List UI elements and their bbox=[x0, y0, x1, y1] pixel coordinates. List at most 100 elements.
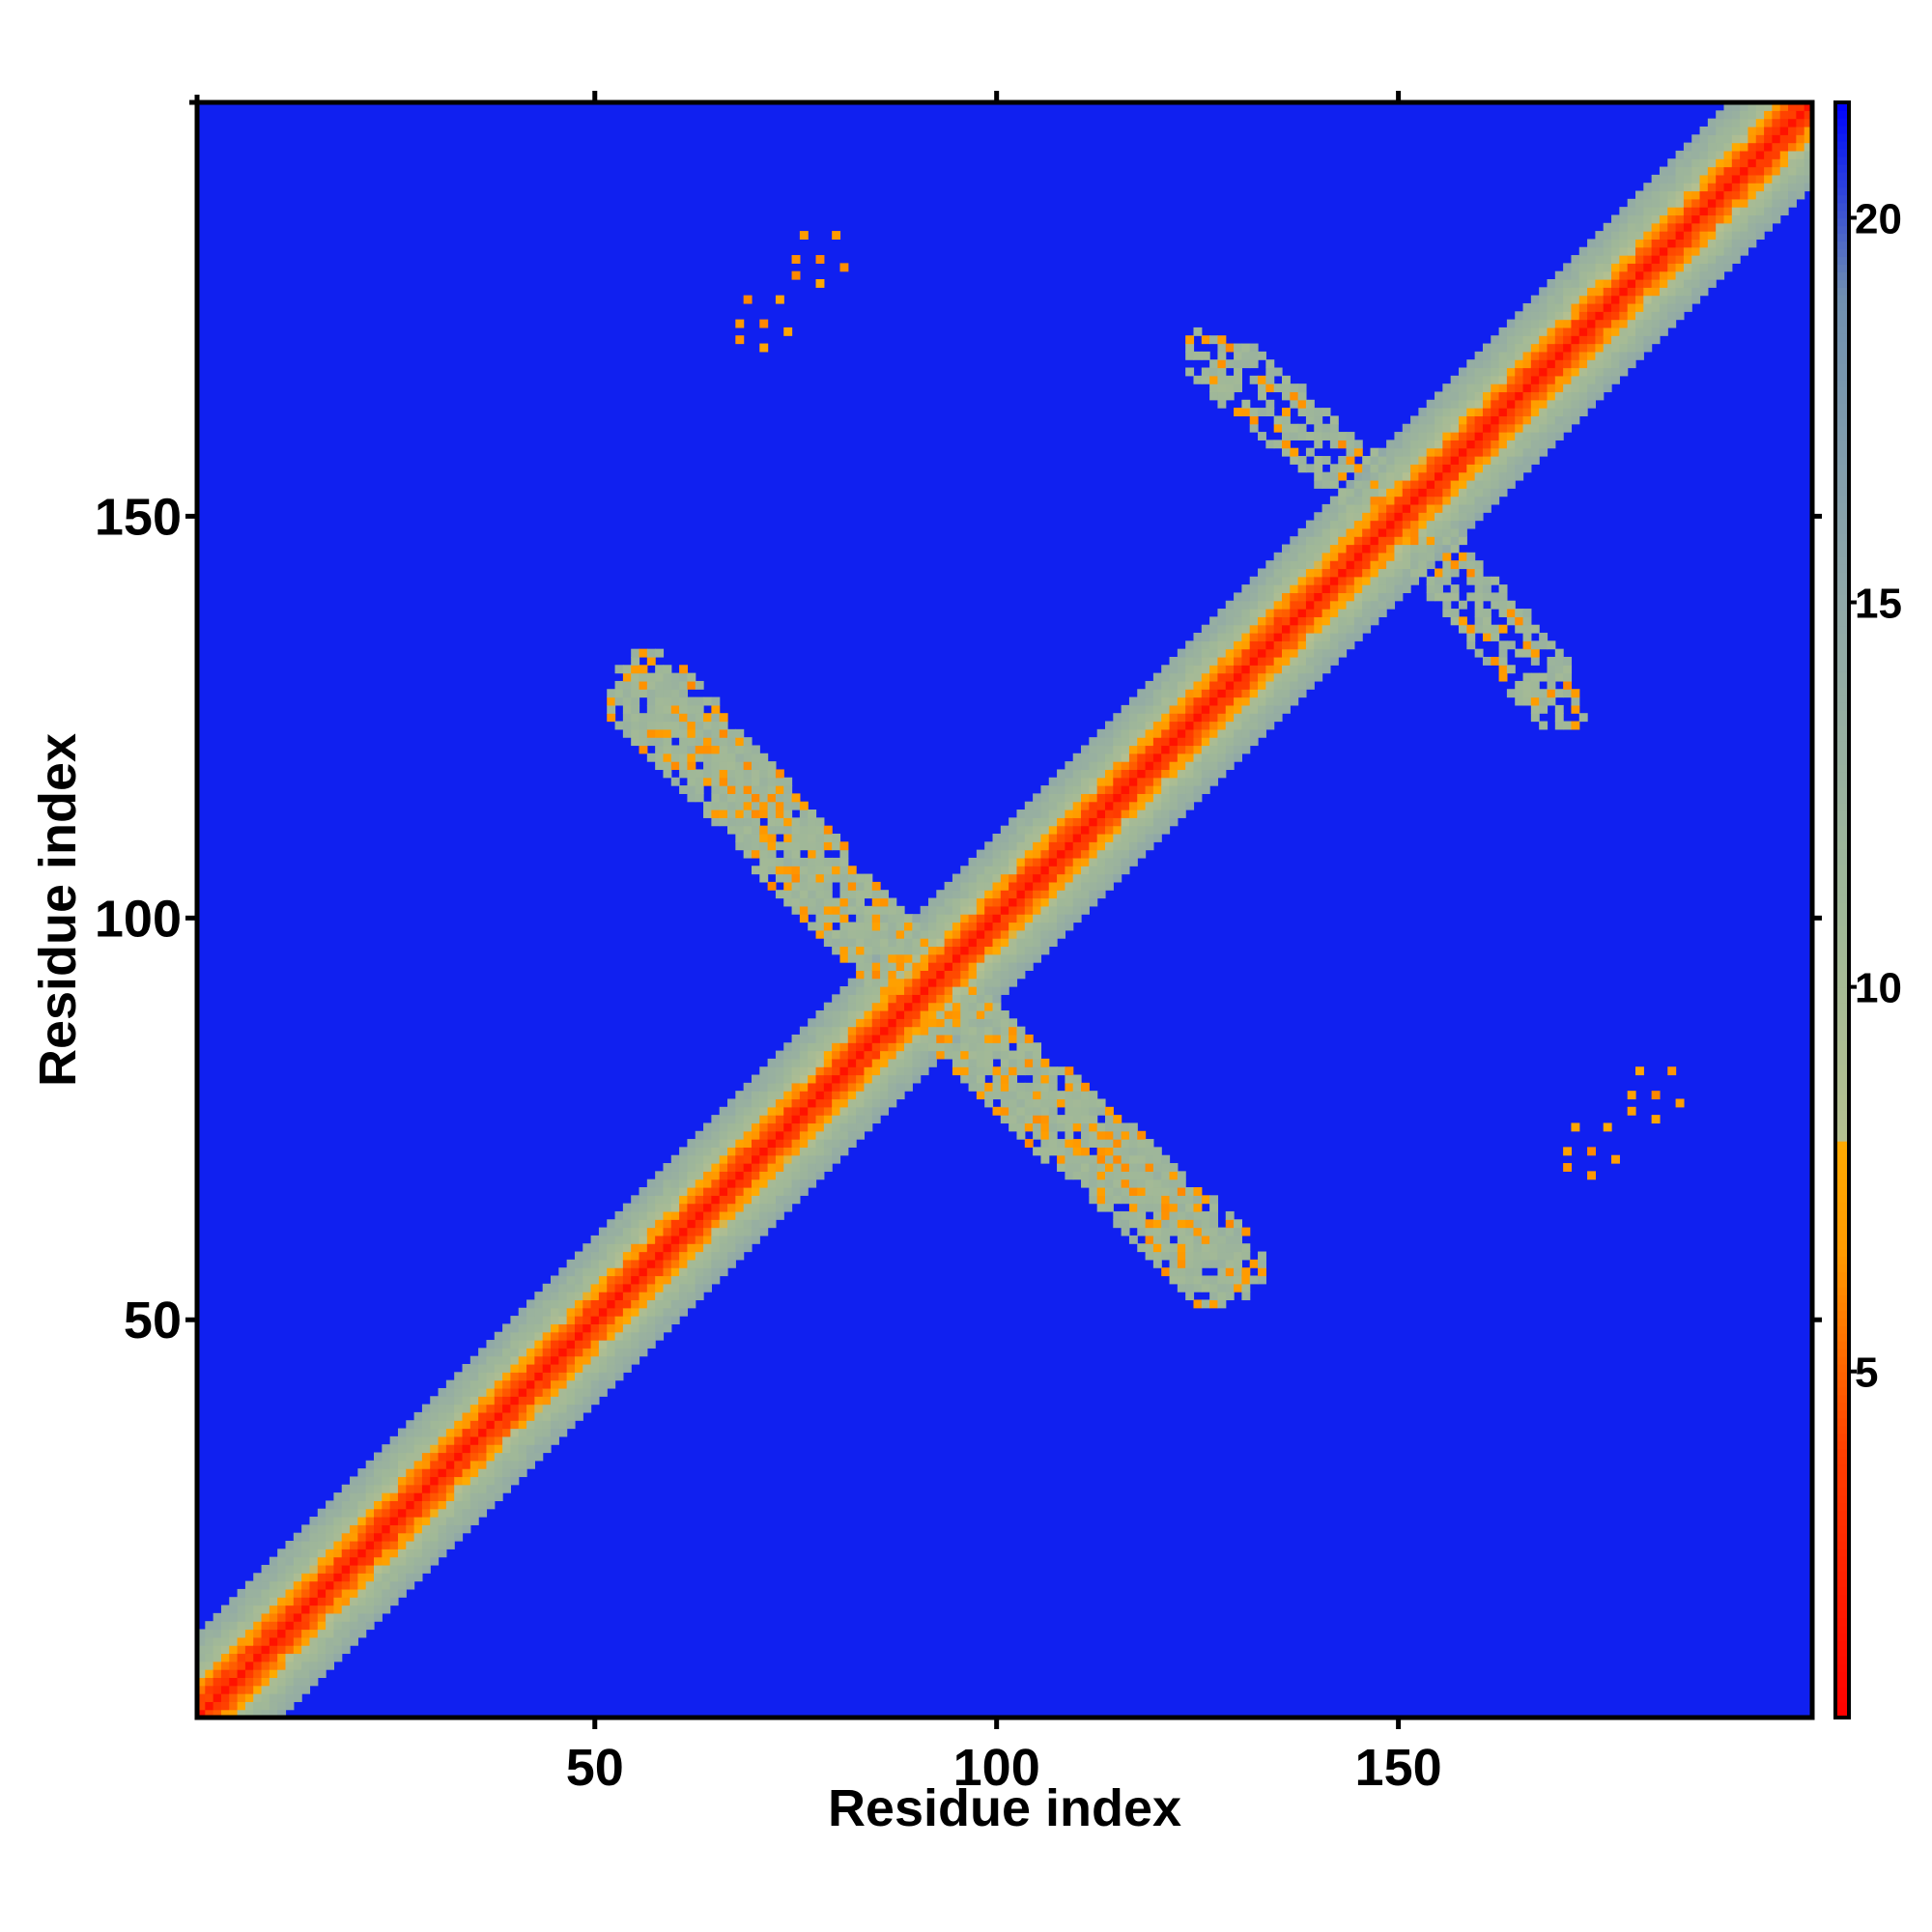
heatmap-cell bbox=[1297, 616, 1307, 626]
heatmap-cell bbox=[631, 1203, 640, 1212]
heatmap-cell bbox=[1104, 761, 1114, 771]
heatmap-cell bbox=[1065, 1122, 1074, 1132]
heatmap-cell bbox=[968, 994, 978, 1004]
heatmap-cell bbox=[767, 817, 777, 827]
heatmap-cell bbox=[301, 1669, 311, 1679]
heatmap-cell bbox=[614, 1363, 624, 1373]
heatmap-cell bbox=[695, 1292, 704, 1301]
heatmap-cell bbox=[1217, 609, 1227, 617]
heatmap-cell bbox=[783, 881, 793, 891]
heatmap-cell bbox=[293, 1693, 302, 1702]
heatmap-cell bbox=[1281, 375, 1291, 384]
heatmap-cell bbox=[791, 1147, 801, 1156]
heatmap-cell bbox=[1137, 753, 1147, 762]
heatmap-cell bbox=[607, 1363, 616, 1373]
heatmap-cell bbox=[936, 890, 946, 899]
heatmap-cell bbox=[1065, 881, 1074, 891]
heatmap-cell bbox=[1121, 769, 1130, 779]
heatmap-cell bbox=[791, 881, 801, 891]
heatmap-cell bbox=[1128, 1179, 1138, 1188]
heatmap-cell bbox=[1643, 270, 1653, 280]
heatmap-cell bbox=[1258, 713, 1266, 723]
heatmap-cell bbox=[518, 1323, 527, 1333]
heatmap-cell bbox=[976, 881, 985, 891]
heatmap-cell bbox=[1635, 343, 1644, 353]
heatmap-cell bbox=[1016, 890, 1026, 899]
heatmap-cell bbox=[397, 1580, 407, 1590]
heatmap-cell bbox=[751, 1195, 760, 1205]
heatmap-cell bbox=[655, 680, 665, 690]
heatmap-cell bbox=[1418, 503, 1428, 513]
heatmap-cell bbox=[1346, 536, 1355, 546]
heatmap-cell bbox=[646, 680, 656, 690]
heatmap-cell bbox=[1177, 1243, 1186, 1253]
heatmap-cell bbox=[1234, 633, 1242, 641]
heatmap-cell bbox=[655, 1331, 665, 1341]
heatmap-cell bbox=[1659, 214, 1668, 224]
heatmap-cell bbox=[1362, 560, 1372, 570]
heatmap-cell bbox=[927, 962, 937, 971]
heatmap-cell bbox=[631, 1299, 640, 1309]
heatmap-cell bbox=[462, 1452, 471, 1462]
heatmap-cell bbox=[1089, 1139, 1098, 1148]
heatmap-cell bbox=[293, 1580, 302, 1590]
heatmap-cell bbox=[1072, 881, 1082, 891]
heatmap-cell bbox=[1522, 696, 1532, 706]
heatmap-cell bbox=[469, 1355, 479, 1365]
heatmap-cell bbox=[823, 833, 833, 842]
heatmap-cell bbox=[1515, 351, 1524, 360]
heatmap-cell bbox=[1048, 1091, 1058, 1100]
heatmap-cell bbox=[1506, 464, 1516, 473]
heatmap-cell bbox=[1024, 962, 1034, 971]
heatmap-cell bbox=[1209, 1235, 1219, 1244]
heatmap-cell bbox=[646, 753, 656, 762]
heatmap-cell bbox=[413, 1548, 423, 1558]
heatmap-cell bbox=[815, 1066, 825, 1076]
heatmap-cell bbox=[1273, 665, 1283, 674]
heatmap-cell bbox=[1578, 375, 1588, 384]
heatmap-cell bbox=[1474, 512, 1484, 522]
heatmap-cell bbox=[1169, 696, 1179, 706]
heatmap-cell bbox=[751, 793, 760, 803]
heatmap-cell bbox=[1225, 728, 1235, 738]
heatmap-cell bbox=[888, 970, 897, 980]
heatmap-cell bbox=[703, 1139, 712, 1148]
heatmap-cell bbox=[1104, 745, 1114, 754]
heatmap-cell bbox=[1611, 222, 1620, 232]
heatmap-cell bbox=[799, 1098, 809, 1108]
heatmap-cell bbox=[727, 753, 736, 762]
heatmap-cell bbox=[1009, 873, 1018, 883]
heatmap-cell bbox=[1072, 1082, 1082, 1092]
heatmap-cell bbox=[711, 1243, 721, 1253]
heatmap-cell bbox=[1137, 1219, 1147, 1229]
heatmap-cell bbox=[1241, 1292, 1251, 1301]
heatmap-cell bbox=[799, 1106, 809, 1116]
heatmap-cell bbox=[1498, 351, 1508, 360]
heatmap-cell bbox=[976, 1058, 985, 1067]
heatmap-cell bbox=[791, 1034, 801, 1043]
heatmap-cell bbox=[1418, 512, 1428, 522]
heatmap-cell bbox=[253, 1621, 263, 1631]
heatmap-cell bbox=[832, 1082, 841, 1092]
heatmap-cell bbox=[1643, 214, 1653, 224]
heatmap-cell bbox=[767, 1163, 777, 1172]
heatmap-cell bbox=[944, 1009, 953, 1019]
heatmap-cell bbox=[711, 761, 721, 771]
heatmap-cell bbox=[285, 1645, 295, 1655]
heatmap-cell bbox=[510, 1363, 520, 1373]
heatmap-cell bbox=[791, 857, 801, 867]
heatmap-cell bbox=[413, 1508, 423, 1518]
heatmap-cell bbox=[759, 1130, 769, 1140]
heatmap-cell bbox=[1128, 728, 1138, 738]
heatmap-cell bbox=[735, 769, 745, 779]
heatmap-cell bbox=[622, 1331, 632, 1341]
heatmap-cell bbox=[551, 1355, 559, 1365]
heatmap-cell bbox=[663, 1163, 672, 1172]
heatmap-cell bbox=[735, 745, 745, 754]
heatmap-cell bbox=[301, 1573, 311, 1582]
heatmap-cell bbox=[871, 1018, 881, 1028]
heatmap-cell bbox=[1627, 319, 1636, 328]
heatmap-cell bbox=[1081, 1115, 1090, 1124]
heatmap-cell bbox=[350, 1629, 358, 1638]
heatmap-cell bbox=[711, 1186, 721, 1196]
